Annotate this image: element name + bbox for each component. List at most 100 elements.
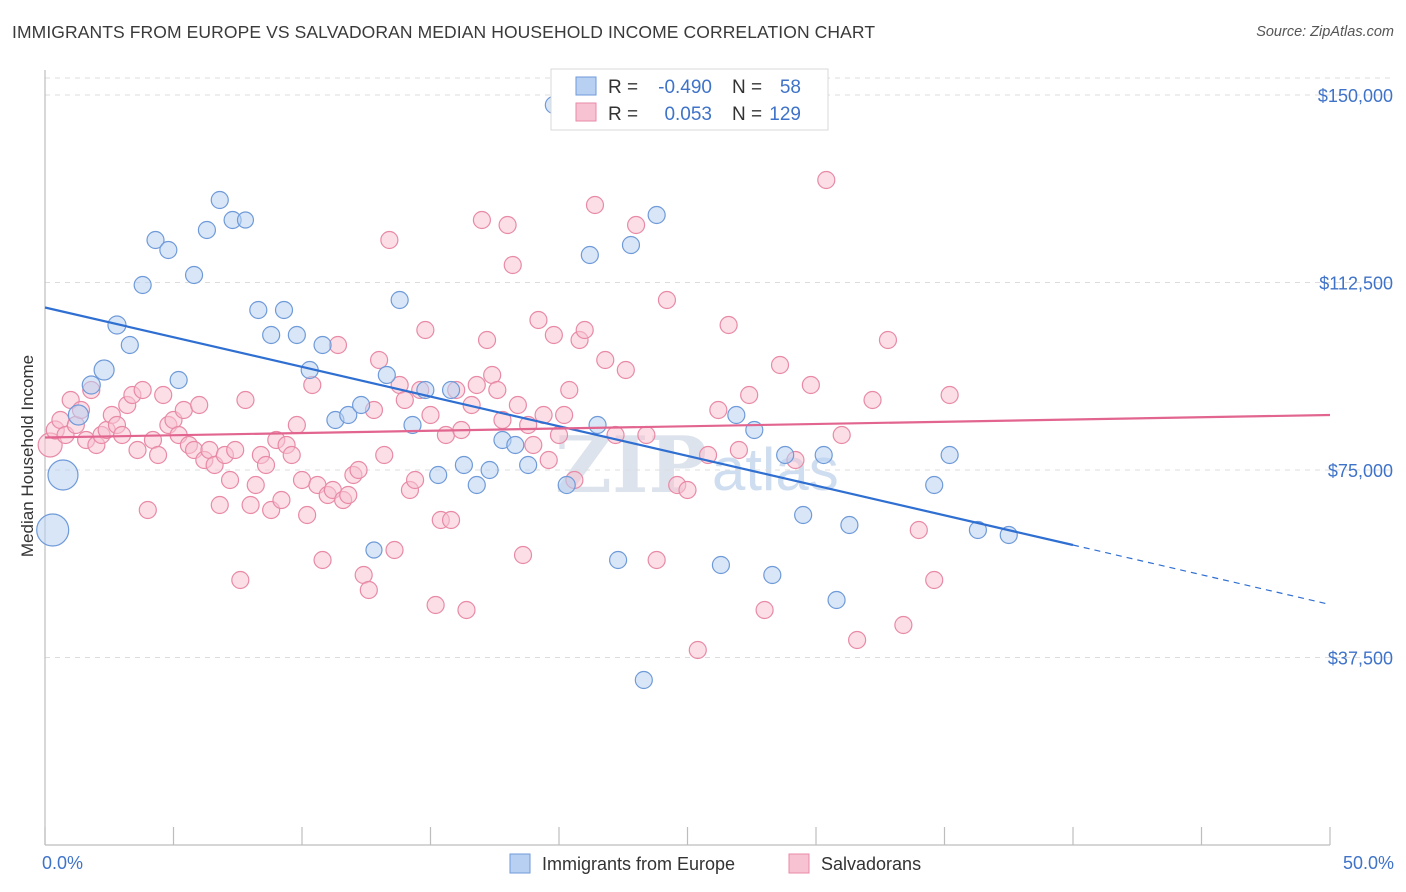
europe-point [184,265,204,285]
salvadoran-point [370,350,389,370]
salvadoran-point [539,450,558,470]
salvadoran-point [380,230,399,250]
salvadoran-point [770,355,790,375]
salvadorans-trend-line [44,413,1331,439]
bottom-legend-swatch-europe [509,853,531,874]
europe-point [634,670,653,690]
europe-point [36,513,70,547]
europe-point [159,240,178,260]
legend-r-label-salvadorans: R = [608,104,638,125]
bottom-legend: Immigrants from Europe Salvadorans [509,853,921,874]
salvadoran-point [848,630,867,650]
europe-point [609,550,628,570]
salvadoran-point [385,540,404,560]
legend-r-value-salvadorans: 0.053 [664,104,712,125]
legend-n-label-salvadorans: N = [732,104,762,125]
legend-n-label-europe: N = [732,77,762,98]
y-tick-labels: $37,500 $75,000 $112,500 $150,000 [1318,86,1393,669]
salvadoran-point [133,380,152,400]
salvadoran-point [637,425,656,445]
europe-point [827,590,846,610]
salvadoran-point [256,455,276,475]
salvadoran-point [303,375,322,395]
salvadoran-point [441,510,461,530]
salvadoran-point [585,195,605,215]
salvadorans-points [37,170,959,660]
legend-n-value-europe: 58 [780,77,801,98]
salvadoran-point [529,310,548,330]
y-axis-title: Median Household Income [18,355,37,557]
salvadoran-point [801,375,820,395]
salvadoran-point [190,395,209,415]
salvadoran-point [729,440,749,460]
salvadoran-point [148,445,168,465]
x-tick-labels: 0.0% 50.0% [42,853,1394,873]
salvadoran-point [174,400,193,420]
europe-point [262,325,281,345]
salvadoran-point [210,495,229,515]
europe-point [840,515,859,535]
europe-point [441,380,461,400]
axes [44,70,1331,846]
salvadoran-point [878,330,898,350]
salvadoran-point [246,475,265,495]
legend-n-value-salvadorans: 129 [769,104,801,125]
salvadoran-point [272,490,291,510]
salvadoran-point [138,500,157,520]
salvadoran-point [313,550,332,570]
salvadoran-point [925,570,944,590]
salvadoran-point [755,600,774,620]
salvadoran-point [647,550,666,570]
europe-point [763,565,782,585]
salvadoran-point [575,320,594,340]
bottom-legend-swatch-salvadorans [788,853,810,874]
salvadoran-point [436,425,456,445]
europe-point [711,555,731,575]
europe-point [120,335,139,355]
salvadoran-point [524,435,543,455]
salvadoran-point [616,360,635,380]
salvadoran-point [488,380,507,400]
y-tick-label: $150,000 [1318,86,1393,106]
europe-point [467,475,486,495]
trend-lines [44,306,1331,606]
salvadoran-point [940,385,959,405]
salvadoran-point [359,580,378,600]
europe-point [429,465,448,485]
europe-point [236,211,255,229]
salvadoran-point [349,460,368,480]
bottom-legend-salvadorans: Salvadorans [821,854,921,874]
europe-trend-line [44,306,1074,547]
europe-point [776,445,795,465]
x-tick-label-min: 0.0% [42,853,83,873]
europe-point [377,365,396,385]
y-tick-label: $112,500 [1319,274,1393,294]
europe-point [47,459,79,491]
salvadoran-point [154,385,173,405]
europe-point [621,235,641,255]
salvadoran-point [375,445,394,465]
salvadoran-point [626,215,646,235]
europe-point [557,475,576,495]
salvadoran-point [894,615,913,635]
salvadoran-point [657,290,677,310]
source-label: Source: ZipAtlas.com [1256,24,1394,40]
europe-point [480,460,499,480]
salvadoran-point [236,390,255,410]
europe-point [197,220,217,240]
europe-point [249,300,268,320]
europe-point [588,415,607,435]
europe-point [940,445,959,465]
salvadoran-point [508,395,527,415]
salvadoran-point [421,405,440,425]
salvadoran-point [498,215,517,235]
legend-r-label-europe: R = [608,77,638,98]
salvadoran-point [395,390,414,410]
europe-point [506,435,525,455]
salvadoran-point [740,385,759,405]
salvadoran-point [467,375,486,395]
salvadoran-point [909,520,928,540]
salvadoran-point [457,600,476,620]
salvadoran-point [292,470,312,490]
